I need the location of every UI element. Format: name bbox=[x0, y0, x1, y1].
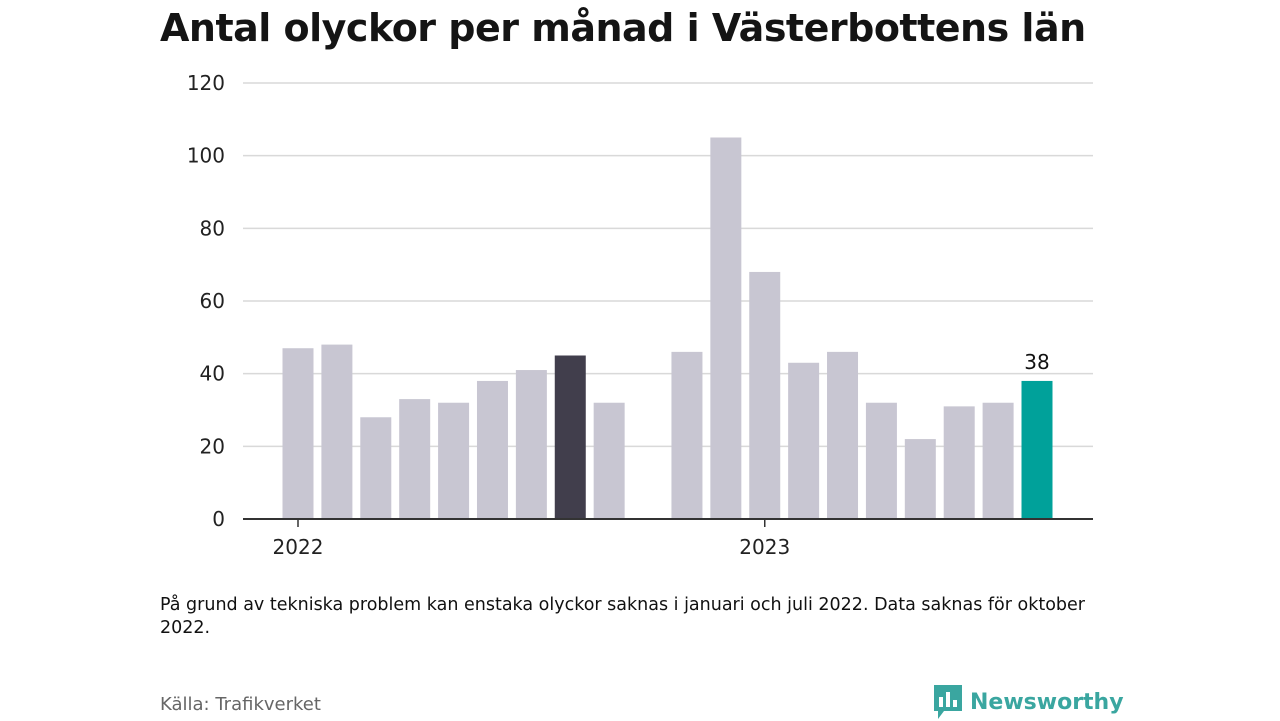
bar-2023-03 bbox=[827, 351, 859, 519]
chart-title: Antal olyckor per månad i Västerbottens … bbox=[160, 6, 1086, 50]
bar-2023-02 bbox=[788, 362, 820, 519]
bar-2022-05 bbox=[438, 402, 470, 519]
bar-chart-speech-icon bbox=[934, 685, 962, 719]
y-tick-label: 100 bbox=[187, 144, 225, 168]
bar-2022-09 bbox=[593, 402, 625, 519]
y-tick-label: 60 bbox=[200, 289, 225, 313]
bar-2023-05 bbox=[904, 439, 936, 519]
source-text: Källa: Trafikverket bbox=[160, 694, 321, 715]
bar-2023-04 bbox=[865, 402, 897, 519]
y-tick-label: 80 bbox=[200, 216, 225, 240]
x-axis: 2022 2023 bbox=[243, 518, 1093, 559]
bar-2022-07 bbox=[515, 370, 547, 519]
bar-2023-06 bbox=[943, 406, 975, 519]
bar-2022-11 bbox=[671, 351, 703, 519]
value-labels: 38 bbox=[1024, 350, 1049, 374]
bar-2023-07 bbox=[982, 402, 1014, 519]
x-tick-label: 2023 bbox=[739, 535, 790, 559]
bar-2022-02 bbox=[321, 344, 353, 519]
y-tick-label: 40 bbox=[200, 362, 225, 386]
y-tick-label: 20 bbox=[200, 434, 225, 458]
bar-2023-01 bbox=[749, 271, 781, 519]
bars bbox=[282, 137, 1053, 519]
x-tick-label: 2022 bbox=[273, 535, 324, 559]
bar-2022-08 bbox=[554, 355, 586, 519]
bar-2022-12 bbox=[710, 137, 742, 519]
newsworthy-logo[interactable]: Newsworthy bbox=[932, 683, 1124, 721]
y-tick-label: 0 bbox=[212, 507, 225, 531]
bar-chart: 0 20 40 60 80 100 120 2022 2023 38 bbox=[187, 71, 1093, 559]
chart-note: På grund av tekniska problem kan enstaka… bbox=[160, 595, 1085, 638]
y-tick-label: 120 bbox=[187, 71, 225, 95]
bar-2023-08 bbox=[1021, 380, 1053, 519]
logo-text: Newsworthy bbox=[970, 689, 1124, 715]
bar-2022-03 bbox=[360, 417, 392, 519]
y-axis-ticks: 0 20 40 60 80 100 120 bbox=[187, 71, 225, 531]
data-label: 38 bbox=[1024, 350, 1049, 374]
bar-2022-01 bbox=[282, 348, 314, 519]
bar-2022-04 bbox=[399, 399, 431, 519]
gridlines bbox=[243, 82, 1093, 448]
bar-2022-06 bbox=[476, 380, 508, 519]
